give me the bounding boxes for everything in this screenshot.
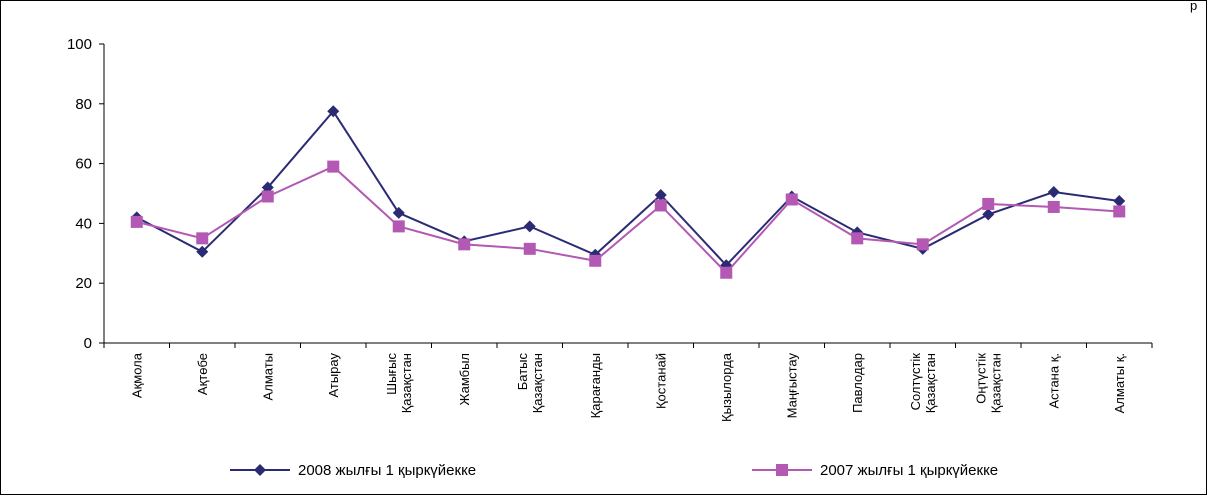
x-category-label-line: Маңғыстау [784,353,799,419]
y-tick-label: 0 [84,335,92,352]
x-category-label-line: Алматы қ. [1112,353,1127,413]
data-point [654,188,667,201]
x-category-label-line: Қарағанды [588,353,603,418]
x-category-label-line: Батыс [515,353,530,391]
x-category-label: Ақмола [129,352,144,398]
x-category-label-line: Ақтөбе [195,353,210,395]
x-category-label: Шығыс Қазақстан [384,353,414,414]
legend-item-2: 2007 жылғы 1 қыркүйекке [752,462,998,479]
data-point [851,232,864,245]
x-category-label-line: Жамбыл [457,353,472,406]
x-category-label: Қостанай [653,353,668,409]
x-category-label: Қызылорда [719,352,734,422]
y-tick-label: 20 [75,275,92,292]
x-category-label: Маңғыстау [784,353,799,419]
data-point [458,238,471,251]
y-tick-label: 100 [67,36,92,53]
data-point [982,197,995,210]
series-group [130,105,1126,279]
x-category-label-line: Қызылорда [719,352,734,422]
x-category-label-line: Алматы [260,353,275,400]
legend: 2008 жылғы 1 қыркүйекке 2007 жылғы 1 қырк… [230,462,998,479]
data-point [196,245,209,258]
x-category-label: Ақтөбе [195,353,210,395]
x-category-label-line: Павлодар [850,353,865,413]
x-category-label-line: Ақмола [129,352,144,398]
x-category-label: Атырау [326,353,341,398]
data-point [982,208,995,221]
series-1 [130,105,1126,272]
data-point [720,266,733,279]
data-point [654,199,667,212]
x-category-label-line: Атырау [326,353,341,398]
legend-label: 2007 жылғы 1 қыркүйекке [820,462,998,479]
x-category-label: Павлодар [850,353,865,413]
y-tick-label: 60 [75,156,92,173]
data-point [1113,194,1126,207]
y-axis-ticks: 0 20 40 60 80 100 [67,36,104,352]
x-category-label-line: Солтүстік [908,353,923,411]
y-tick-label: 80 [75,96,92,113]
data-point [196,232,209,245]
axes [103,44,1153,348]
x-category-label-line: Қазақстан [399,353,414,413]
x-category-label-line: Қазақстан [530,353,545,413]
data-point [130,215,143,228]
data-point [261,190,274,203]
x-category-label: Астана қ. [1046,353,1061,409]
x-category-label-line: Оңтүстік [973,353,988,404]
y-tick-label: 40 [75,215,92,232]
data-point [785,193,798,206]
series-line [136,109,1120,267]
legend-marker [776,464,788,476]
data-point [1047,186,1060,199]
x-category-label: Алматы қ. [1112,353,1127,413]
x-category-label-line: Қазақстан [988,353,1003,413]
x-category-label-line: Астана қ. [1046,353,1061,409]
data-point [392,206,405,219]
data-point [327,105,340,118]
data-point [916,238,929,251]
series-2 [130,160,1126,279]
x-category-label: Оңтүстік Қазақстан [973,353,1003,414]
data-point [392,220,405,233]
data-point [327,160,340,173]
x-category-label: Қарағанды [588,353,603,418]
x-category-label: Батыс Қазақстан [515,353,545,414]
x-category-label-line: Шығыс [384,353,399,395]
x-category-label-line: Қостанай [653,353,668,409]
corner-label: р [1190,0,1197,13]
legend-label: 2008 жылғы 1 қыркүйекке [298,462,476,479]
x-category-label: Солтүстік Қазақстан [908,353,938,414]
data-point [523,220,536,233]
data-point [589,254,602,267]
legend-marker [254,464,266,476]
data-point [1047,200,1060,213]
series-line [136,165,1120,275]
x-category-label-line: Қазақстан [923,353,938,413]
x-category-label: Жамбыл [457,353,472,406]
data-point [523,242,536,255]
data-point [1113,205,1126,218]
x-category-label: Алматы [260,353,275,400]
legend-item-1: 2008 жылғы 1 қыркүйекке [230,462,476,479]
x-axis-labels: Ақмола Ақтөбе Алматы Атырау Шығыс Қазақстан Жа… [129,352,1127,422]
